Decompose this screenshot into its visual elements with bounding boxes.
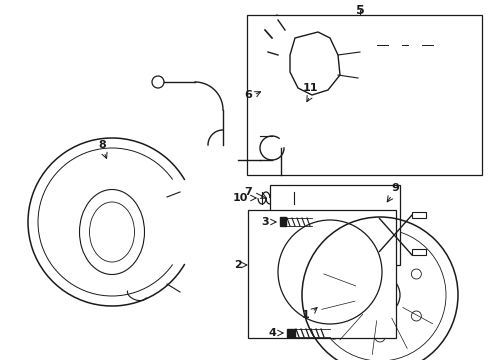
- Text: 5: 5: [355, 4, 364, 17]
- Bar: [247, 210, 395, 338]
- Bar: [280, 217, 285, 226]
- Text: 1: 1: [302, 310, 309, 320]
- Text: 8: 8: [98, 140, 106, 150]
- Bar: [411, 249, 425, 255]
- Text: 7: 7: [244, 187, 251, 197]
- Bar: [411, 212, 425, 218]
- Bar: [286, 329, 294, 337]
- Text: 9: 9: [390, 183, 398, 193]
- Bar: [269, 185, 399, 265]
- Text: 2: 2: [234, 260, 242, 270]
- Text: 4: 4: [267, 328, 275, 338]
- Text: 10: 10: [232, 193, 247, 203]
- Text: 6: 6: [244, 90, 251, 100]
- Text: 11: 11: [302, 83, 317, 93]
- Bar: [275, 128, 285, 148]
- Bar: [246, 15, 481, 175]
- Text: 3: 3: [261, 217, 268, 227]
